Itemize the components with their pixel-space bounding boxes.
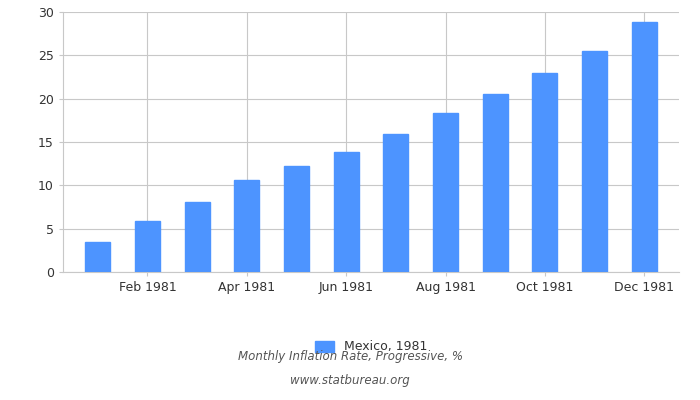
Bar [632, 22, 657, 272]
Bar [533, 73, 557, 272]
Bar [483, 94, 507, 272]
Text: Monthly Inflation Rate, Progressive, %: Monthly Inflation Rate, Progressive, % [237, 350, 463, 363]
Legend: Mexico, 1981: Mexico, 1981 [310, 336, 432, 358]
Bar [433, 114, 458, 272]
Bar [582, 51, 607, 272]
Bar [334, 152, 358, 272]
Bar [185, 202, 209, 272]
Text: www.statbureau.org: www.statbureau.org [290, 374, 410, 387]
Bar [284, 166, 309, 272]
Bar [384, 134, 408, 272]
Bar [85, 242, 110, 272]
Bar [135, 221, 160, 272]
Bar [234, 180, 259, 272]
